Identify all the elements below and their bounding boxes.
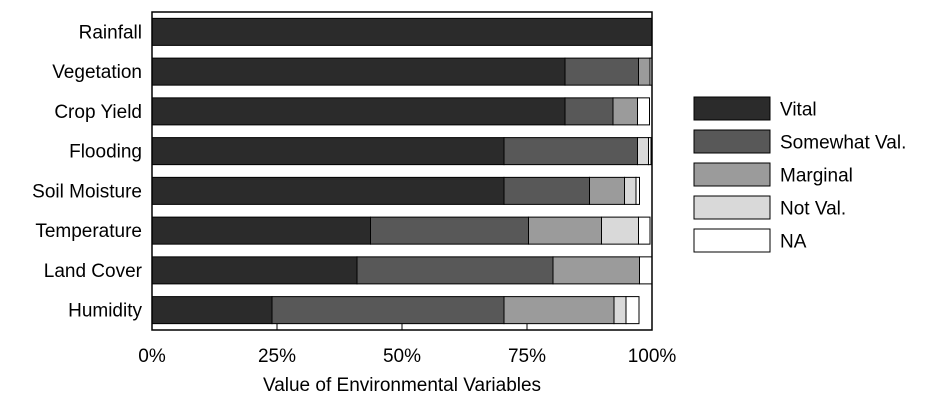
x-axis-title: Value of Environmental Variables	[263, 375, 541, 396]
bars-layer	[151, 17, 653, 325]
category-label: Humidity	[68, 301, 142, 322]
bar-segment-humidity-na	[625, 296, 640, 325]
legend-label: Somewhat Val.	[780, 133, 906, 154]
bar-segment-land-cover-vital	[151, 256, 358, 285]
bar-segment-soil-moisture-marginal	[589, 176, 625, 205]
legend-swatch	[693, 228, 771, 253]
bar-segment-flooding-vital	[151, 137, 505, 166]
x-axis: 0% 25% 50% 75% 100%	[138, 324, 676, 367]
legend-swatch	[693, 129, 771, 154]
bar-segment-humidity-not-val	[613, 296, 627, 325]
bar-segment-soil-moisture-somewhat-val	[503, 176, 590, 205]
bar-segment-temperature-marginal	[528, 216, 602, 245]
bar-segment-soil-moisture-vital	[151, 176, 505, 205]
bar-segment-flooding-not-val	[637, 137, 649, 166]
category-label: Land Cover	[44, 261, 143, 282]
legend-swatch	[693, 195, 771, 220]
bar-segment-temperature-na	[638, 216, 651, 245]
category-label: Vegetation	[52, 62, 142, 83]
bar-segment-land-cover-somewhat-val	[356, 256, 554, 285]
bar-segment-land-cover-na	[639, 256, 653, 285]
bar-segment-flooding-somewhat-val	[503, 137, 638, 166]
legend: Vital Somewhat Val. Marginal Not Val. NA	[693, 96, 906, 253]
bar-segment-vegetation-somewhat-val	[564, 57, 639, 86]
bar-segment-vegetation-vital	[151, 57, 566, 86]
bar-segment-soil-moisture-not-val	[624, 176, 637, 205]
x-tick-label: 100%	[628, 346, 677, 367]
bar-segment-soil-moisture-na	[635, 176, 640, 205]
bar-segment-vegetation-marginal	[638, 57, 651, 86]
category-label: Flooding	[69, 142, 142, 163]
x-tick-label: 0%	[138, 346, 166, 367]
bar-segment-rainfall-vital	[151, 17, 653, 46]
x-tick-label: 50%	[383, 346, 421, 367]
bar-segment-temperature-vital	[151, 216, 371, 245]
legend-swatch	[693, 162, 771, 187]
category-label: Rainfall	[79, 22, 142, 43]
bar-segment-crop-yield-na	[637, 97, 650, 126]
category-labels: Rainfall Vegetation Crop Yield Flooding Soil…	[32, 22, 142, 321]
bar-segment-crop-yield-vital	[151, 97, 566, 126]
bar-segment-humidity-marginal	[503, 296, 615, 325]
legend-label: Vital	[780, 100, 817, 121]
bar-segment-crop-yield-somewhat-val	[564, 97, 614, 126]
x-tick-label: 25%	[258, 346, 296, 367]
legend-label: Not Val.	[780, 199, 846, 220]
x-tick-label: 75%	[508, 346, 546, 367]
bar-segment-temperature-not-val	[601, 216, 639, 245]
bar-segment-humidity-vital	[151, 296, 273, 325]
category-label: Soil Moisture	[32, 181, 142, 202]
bar-segment-temperature-somewhat-val	[370, 216, 529, 245]
bar-segment-humidity-somewhat-val	[271, 296, 505, 325]
bar-segment-flooding-na	[648, 137, 652, 166]
category-label: Temperature	[35, 221, 142, 242]
legend-label: NA	[780, 232, 807, 253]
category-label: Crop Yield	[54, 102, 142, 123]
legend-swatch	[693, 96, 771, 121]
legend-label: Marginal	[780, 166, 853, 187]
bar-segment-land-cover-marginal	[552, 256, 640, 285]
bar-segment-crop-yield-marginal	[612, 97, 638, 126]
